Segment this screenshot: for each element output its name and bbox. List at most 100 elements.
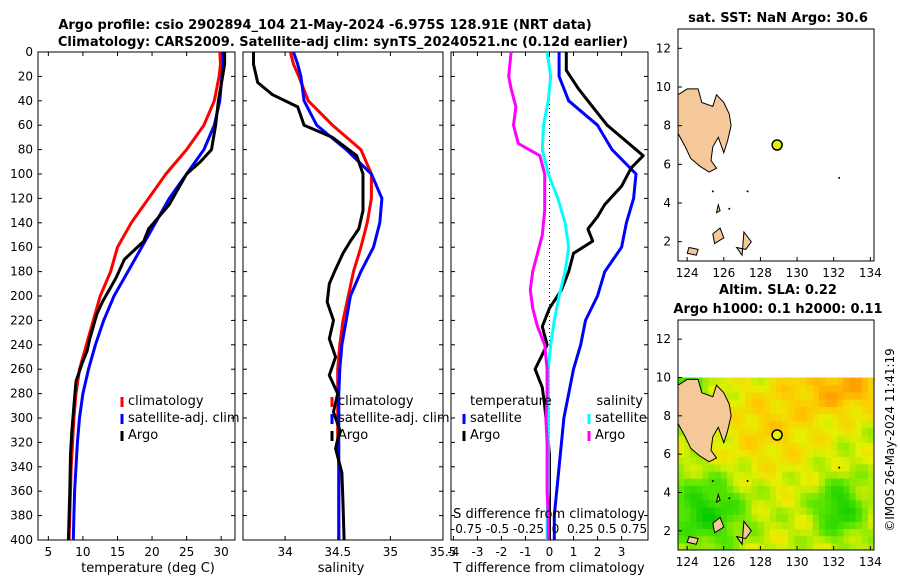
- land-island: [715, 492, 721, 504]
- sla-cell: [776, 463, 783, 472]
- sla-cell: [745, 399, 753, 407]
- sla-cell: [861, 413, 869, 422]
- sla-cell: [751, 377, 759, 386]
- sla-cell: [794, 449, 802, 458]
- sla-cell: [708, 521, 716, 530]
- sla-cell: [708, 514, 716, 522]
- imos-timestamp: ©IMOS 26-May-2024 11:41:19: [883, 348, 897, 532]
- sla-cell: [720, 463, 728, 472]
- islet: [728, 497, 731, 500]
- sla-cell: [776, 528, 783, 537]
- series-line-argo: [66, 52, 227, 540]
- sla-cell: [763, 406, 771, 415]
- sla-cell: [818, 399, 826, 407]
- sla-cell: [818, 535, 826, 544]
- sla-cell: [812, 399, 820, 407]
- sla-cell: [818, 384, 826, 393]
- sla-cell: [831, 478, 838, 486]
- sla-cell: [696, 542, 704, 550]
- sla-cell: [855, 384, 863, 393]
- sla-cell: [776, 399, 783, 407]
- sla-cell: [727, 521, 734, 530]
- y-tick-label: 300: [10, 411, 33, 425]
- sla-cell: [763, 384, 771, 393]
- sla-cell: [733, 406, 740, 415]
- sla-cell: [818, 463, 826, 472]
- sla-cell: [849, 442, 857, 450]
- sla-cell: [843, 528, 851, 537]
- sla-cell: [782, 535, 789, 544]
- sla-cell: [708, 528, 716, 537]
- sla-cell: [794, 427, 802, 436]
- sla-cell: [843, 377, 851, 386]
- sla-cell: [818, 377, 826, 386]
- sla-cell: [788, 514, 795, 522]
- sla-cell: [782, 442, 789, 450]
- sla-cell: [794, 521, 802, 530]
- sla-cell: [831, 514, 838, 522]
- sla-cell: [818, 413, 826, 422]
- sla-cell: [800, 399, 808, 407]
- sla-cell: [769, 442, 777, 450]
- sla-cell: [788, 521, 795, 530]
- x-tick-label: -4: [447, 545, 459, 559]
- sla-cell: [782, 492, 789, 501]
- sla-cell: [763, 535, 771, 544]
- sla-cell: [788, 427, 795, 436]
- sla-cell: [861, 470, 869, 479]
- sla-cell: [855, 377, 863, 386]
- sla-cell: [849, 514, 857, 522]
- sla-cell: [806, 427, 814, 436]
- sla-cell: [812, 478, 820, 486]
- sla-cell: [861, 499, 869, 508]
- legend-salinity-title: salinity: [596, 394, 643, 409]
- y-tick-label: 2: [663, 524, 671, 538]
- sla-cell: [818, 528, 826, 537]
- sla-cell: [855, 427, 863, 436]
- sla-cell: [861, 521, 869, 530]
- sla-cell: [818, 499, 826, 508]
- sla-cell: [849, 449, 857, 458]
- sla-cell: [800, 535, 808, 544]
- sla-cell: [720, 506, 728, 515]
- x-tick-label: 30: [214, 545, 229, 559]
- sla-cell: [684, 492, 691, 501]
- sla-cell: [702, 456, 710, 465]
- sla-cell: [800, 384, 808, 393]
- sla-cell: [861, 384, 869, 393]
- sla-cell: [696, 470, 704, 479]
- figure-title-line2: Climatology: CARS2009. Satellite-adj cli…: [58, 35, 628, 50]
- sla-cell: [794, 399, 802, 407]
- temperature-xlabel: temperature (deg C): [81, 561, 215, 576]
- sla-cell: [708, 377, 716, 386]
- sla-cell: [751, 420, 759, 429]
- sla-cell: [690, 463, 697, 472]
- sla-cell: [855, 413, 863, 422]
- sla-cell: [751, 542, 759, 550]
- sla-cell: [825, 399, 832, 407]
- sla-cell: [800, 542, 808, 550]
- sla-cell: [727, 528, 734, 537]
- sla-cell: [812, 535, 820, 544]
- sla-cell: [757, 499, 765, 508]
- y-tick-label: 12: [656, 332, 671, 346]
- difference-legend: temperature salinity satellite Argo sate…: [462, 394, 647, 443]
- sla-cell: [690, 542, 697, 550]
- sla-cell: [720, 514, 728, 522]
- sla-map-title-line2: Argo h1000: 0.1 h2000: 0.11: [673, 302, 882, 317]
- sla-cell: [843, 406, 851, 415]
- sla-cell: [727, 470, 734, 479]
- sla-cell: [794, 420, 802, 429]
- sla-cell: [763, 391, 771, 400]
- sla-cell: [855, 478, 863, 486]
- sla-cell: [751, 499, 759, 508]
- sla-cell: [843, 470, 851, 479]
- sla-cell: [678, 521, 685, 530]
- sla-cell: [745, 521, 753, 530]
- sla-cell: [831, 406, 838, 415]
- x-tick-label: 35.5: [430, 545, 457, 559]
- sla-cell: [776, 406, 783, 415]
- sla-cell: [684, 449, 691, 458]
- sla-cell: [678, 449, 685, 458]
- sla-cell: [806, 384, 814, 393]
